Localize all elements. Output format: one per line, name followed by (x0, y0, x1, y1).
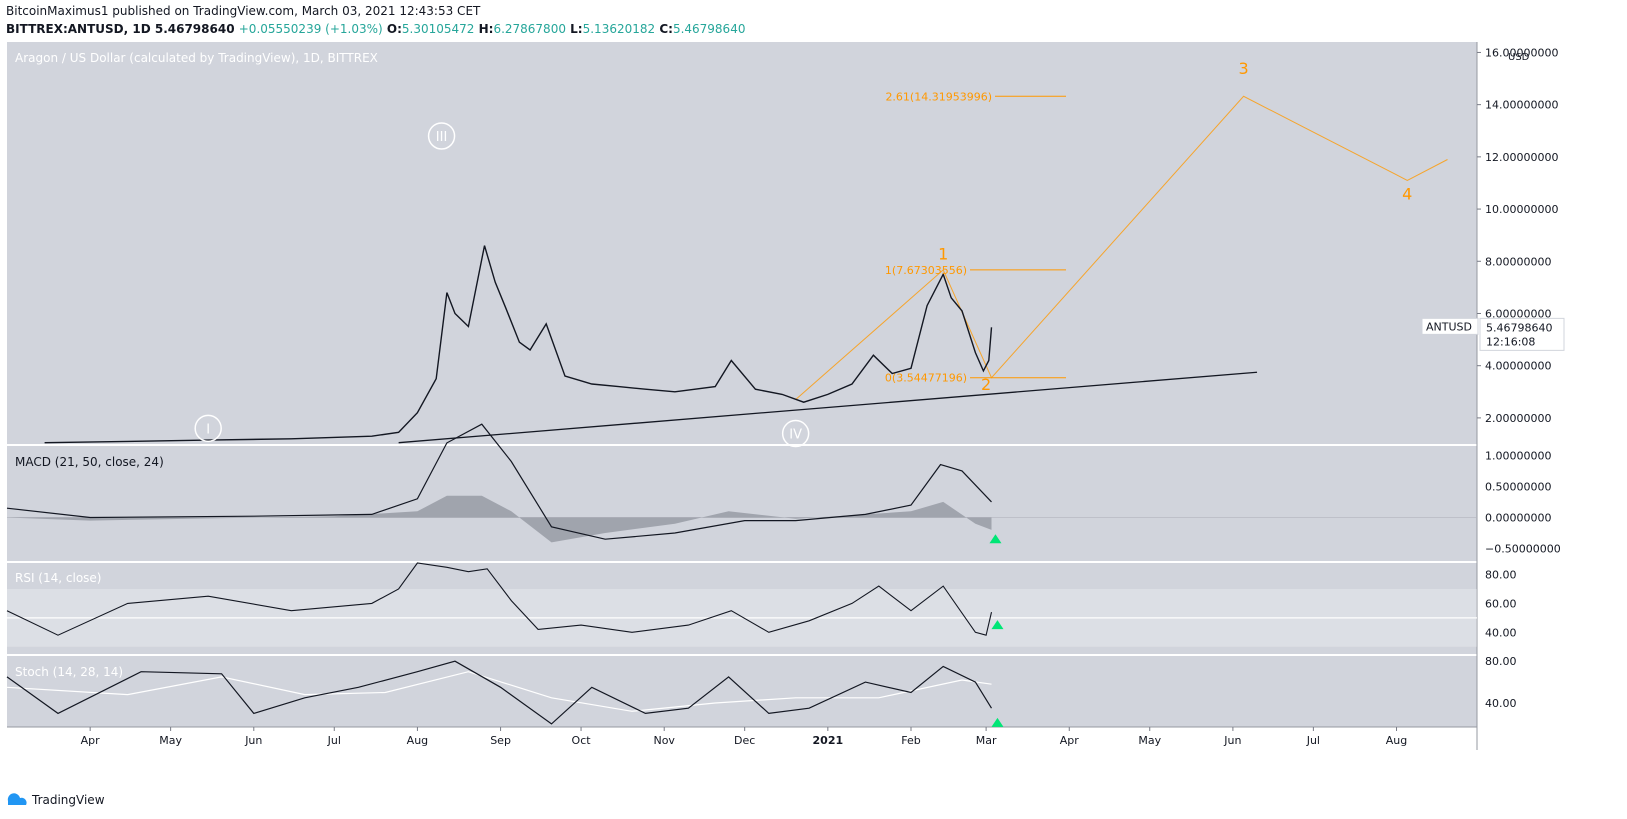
last-price: 5.46798640 (154, 22, 235, 36)
publisher-line: BitcoinMaximus1 published on TradingView… (6, 4, 481, 18)
x-tick-label: Oct (572, 734, 592, 747)
x-tick-label: Mar (976, 734, 997, 747)
fib-level-label: 2.61(14.31953996) (885, 90, 992, 103)
y-tick-label: 80.00 (1485, 655, 1517, 668)
y-tick-label: 14.00000000 (1485, 99, 1558, 112)
footer-brand: TradingView (32, 793, 105, 807)
y-axis-unit: USD (1508, 52, 1530, 63)
x-tick-label: Jun (1223, 734, 1241, 747)
high-value: 6.27867800 (493, 22, 566, 36)
y-tick-label: 16.00000000 (1485, 46, 1558, 59)
last-price-value: 5.46798640 (1486, 321, 1552, 334)
y-tick-label: 2.00000000 (1485, 412, 1551, 425)
x-tick-label: Aug (407, 734, 428, 747)
wave-circle (427, 122, 456, 150)
pane-3-background (7, 563, 1477, 654)
x-tick-label: Jul (1306, 734, 1320, 747)
x-tick-label: Dec (734, 734, 755, 747)
wave-label: 2 (981, 375, 991, 394)
y-tick-label: 60.00 (1485, 597, 1517, 610)
y-tick-label: 0.50000000 (1485, 480, 1551, 493)
pane-2-background (7, 446, 1477, 561)
price-change: +0.05550239 (+1.03%) (238, 22, 383, 36)
y-tick-label: 6.00000000 (1485, 307, 1551, 320)
x-tick-label: Sep (490, 734, 511, 747)
y-tick-label: 40.00 (1485, 697, 1517, 710)
fib-level-label: 1(7.67303556) (885, 264, 967, 277)
symbol: BITTREX:ANTUSD, 1D (6, 22, 151, 36)
y-tick-label: 1.00000000 (1485, 449, 1551, 462)
x-tick-label: May (159, 734, 182, 747)
open-label: O: (386, 22, 402, 36)
x-tick-label: Nov (653, 734, 675, 747)
chart-title: Aragon / US Dollar (calculated by Tradin… (15, 51, 378, 65)
y-tick-label: 8.00000000 (1485, 255, 1551, 268)
support-trendline (398, 371, 1258, 444)
stoch-buy-marker (991, 717, 1004, 727)
x-tick-label: Jul (327, 734, 341, 747)
symbol-tag-box (1421, 317, 1479, 335)
x-tick-label: Feb (901, 734, 920, 747)
wave-label: III (436, 130, 448, 145)
fib-level-label: 0(3.54477196) (885, 372, 967, 385)
y-tick-label: 4.00000000 (1485, 360, 1551, 373)
wave-label: I (206, 422, 210, 437)
y-tick-label: 40.00 (1485, 626, 1517, 639)
footer: TradingView (6, 793, 105, 807)
y-tick-label: 0.00000000 (1485, 511, 1551, 524)
wave-circle (781, 419, 810, 448)
y-tick-label: 12.00000000 (1485, 151, 1558, 164)
wave-label: IV (789, 428, 802, 443)
y-tick-label: 80.00 (1485, 569, 1517, 582)
stoch-title: Stoch (14, 28, 14) (15, 665, 123, 679)
macd-histogram (7, 495, 992, 543)
bar-countdown: 12:16:08 (1486, 335, 1535, 348)
rsi-title: RSI (14, close) (15, 571, 101, 585)
rsi-line (6, 562, 993, 636)
y-tick-label: 10.00000000 (1485, 203, 1558, 216)
rsi-buy-marker (991, 620, 1004, 630)
symbol-line: BITTREX:ANTUSD, 1D 5.46798640 +0.0555023… (6, 22, 745, 36)
symbol-tag: ANTUSD (1426, 320, 1472, 333)
macd-buy-marker (989, 534, 1002, 544)
price-series-line (44, 245, 993, 444)
x-tick-label: Apr (1060, 734, 1080, 747)
open-value: 5.30105472 (401, 22, 475, 36)
wave-circle (194, 414, 222, 443)
x-tick-label: Aug (1386, 734, 1407, 747)
macd-line (6, 423, 992, 540)
wave-label: 4 (1402, 184, 1412, 203)
high-label: H: (478, 22, 494, 36)
stoch-d-line (6, 671, 992, 712)
wave-label: 1 (938, 244, 948, 263)
wave-projection-line (795, 95, 1448, 400)
close-label: C: (659, 22, 673, 36)
x-tick-label: Apr (81, 734, 101, 747)
pane-1-background (7, 42, 1477, 444)
wave-label: 3 (1239, 59, 1249, 78)
close-value: 5.46798640 (672, 22, 746, 36)
x-tick-label: 2021 (813, 734, 844, 747)
macd-title: MACD (21, 50, close, 24) (15, 455, 164, 469)
x-tick-label: May (1138, 734, 1161, 747)
low-value: 5.13620182 (582, 22, 656, 36)
pane-4-background (7, 656, 1477, 727)
stoch-k-line (6, 660, 993, 725)
x-tick-label: Jun (244, 734, 262, 747)
low-label: L: (570, 22, 583, 36)
tradingview-logo-icon (7, 793, 27, 805)
y-tick-label: −0.50000000 (1485, 543, 1561, 556)
last-price-box (1479, 317, 1565, 351)
